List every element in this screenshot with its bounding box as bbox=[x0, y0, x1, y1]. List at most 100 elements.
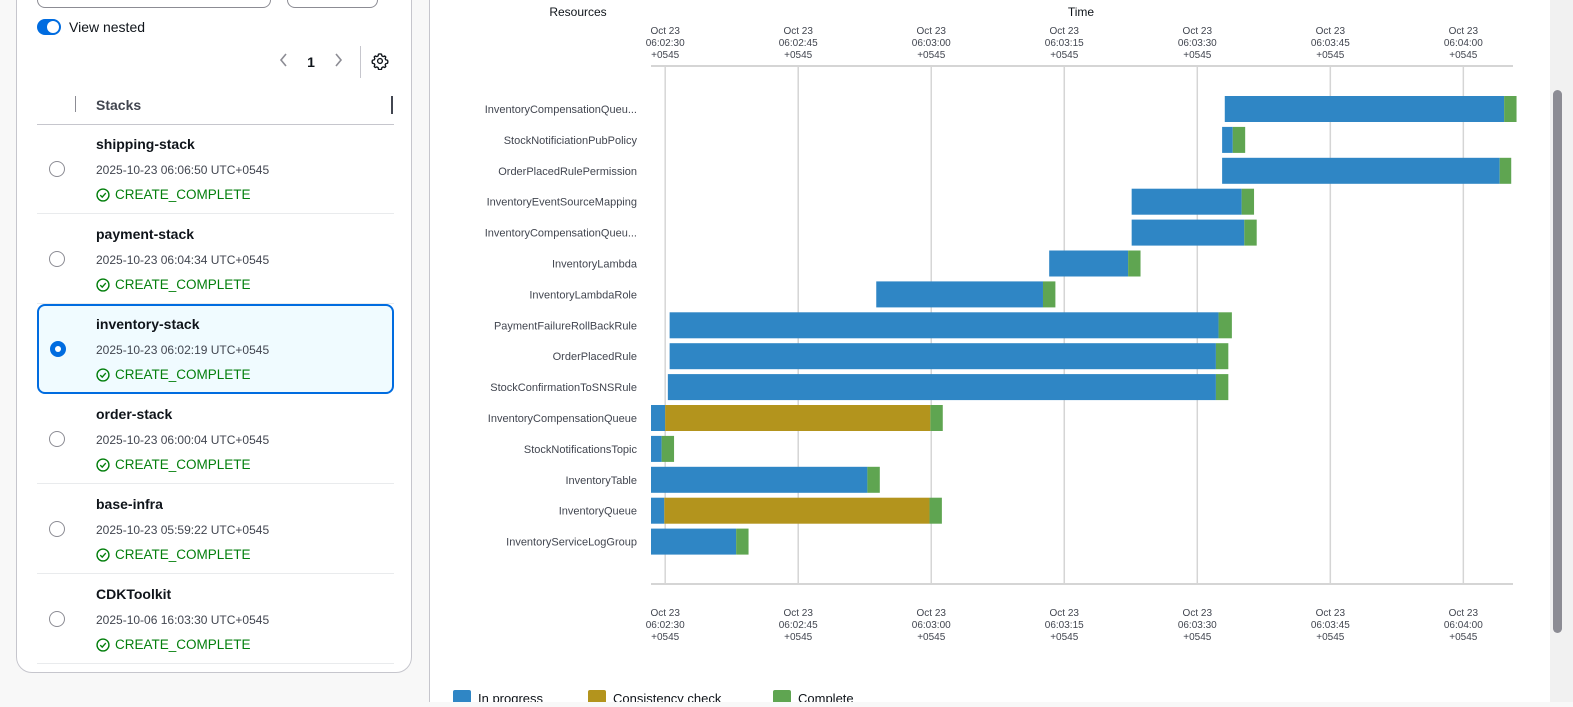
timeline-bar-in-progress[interactable] bbox=[651, 528, 737, 555]
x-tick-label-top: +0545 bbox=[1449, 50, 1478, 61]
chevron-right-icon[interactable] bbox=[326, 52, 350, 72]
x-tick-label-bottom: Oct 23 bbox=[650, 608, 680, 619]
timeline-bar-in-progress[interactable] bbox=[667, 374, 1216, 401]
stack-status-text: CREATE_COMPLETE bbox=[115, 457, 251, 472]
timeline-bar-in-progress[interactable] bbox=[876, 281, 1043, 308]
legend-label: Consistency check bbox=[613, 691, 722, 702]
stack-name[interactable]: payment-stack bbox=[96, 226, 195, 242]
check-circle-icon bbox=[96, 457, 110, 472]
x-tick-label-top: 06:02:45 bbox=[779, 38, 818, 49]
timeline-bar-consistency-check[interactable] bbox=[665, 405, 931, 431]
x-tick-label-bottom: +0545 bbox=[784, 632, 813, 643]
stack-radio[interactable] bbox=[49, 251, 65, 267]
x-tick-label-top: 06:03:15 bbox=[1045, 38, 1084, 49]
status-badge: CREATE_COMPLETE bbox=[96, 187, 251, 202]
timeline-bar-complete[interactable] bbox=[1241, 188, 1255, 215]
timeline-bar-complete[interactable] bbox=[930, 405, 943, 431]
stack-name[interactable]: base-infra bbox=[96, 496, 163, 512]
status-badge: CREATE_COMPLETE bbox=[96, 367, 251, 382]
timeline-bar-complete[interactable] bbox=[1504, 96, 1517, 122]
x-tick-label-bottom: Oct 23 bbox=[1316, 608, 1346, 619]
stack-radio[interactable] bbox=[49, 521, 65, 537]
stack-row-inventory-stack[interactable]: inventory-stack 2025-10-23 06:02:19 UTC+0… bbox=[37, 304, 394, 394]
split-divider[interactable] bbox=[429, 0, 430, 702]
stack-name[interactable]: CDKToolkit bbox=[96, 586, 172, 602]
stack-radio[interactable] bbox=[49, 161, 65, 177]
stack-radio[interactable] bbox=[50, 341, 66, 357]
timeline-bar-in-progress[interactable] bbox=[1224, 96, 1505, 122]
resource-label: InventoryCompensationQueu... bbox=[485, 104, 637, 116]
x-tick-label-bottom: +0545 bbox=[1183, 632, 1212, 643]
check-circle-icon bbox=[96, 187, 110, 202]
stack-row-CDKToolkit[interactable]: CDKToolkit 2025-10-06 16:03:30 UTC+0545 CR… bbox=[37, 574, 394, 664]
stacks-column-header: Stacks bbox=[37, 92, 394, 125]
timeline-bar-complete[interactable] bbox=[1215, 343, 1229, 370]
timeline-bar-complete[interactable] bbox=[1232, 126, 1246, 153]
page-number[interactable]: 1 bbox=[307, 54, 315, 70]
stack-name[interactable]: order-stack bbox=[96, 406, 173, 422]
chevron-left-icon[interactable] bbox=[272, 52, 296, 72]
stack-created-time: 2025-10-23 06:06:50 UTC+0545 bbox=[96, 163, 270, 177]
stack-row-payment-stack[interactable]: payment-stack 2025-10-23 06:04:34 UTC+054… bbox=[37, 214, 394, 304]
timeline-bar-in-progress[interactable] bbox=[651, 466, 868, 493]
x-tick-label-top: +0545 bbox=[1316, 50, 1345, 61]
timeline-bar-in-progress[interactable] bbox=[1131, 188, 1242, 215]
timeline-bar-in-progress[interactable] bbox=[651, 435, 662, 462]
timeline-bar-in-progress[interactable] bbox=[651, 405, 666, 431]
timeline-bar-complete[interactable] bbox=[1218, 312, 1232, 339]
timeline-bar-complete[interactable] bbox=[1042, 281, 1056, 308]
timeline-bar-in-progress[interactable] bbox=[651, 497, 665, 524]
stack-radio[interactable] bbox=[49, 431, 65, 447]
scrollbar-thumb[interactable] bbox=[1553, 90, 1562, 633]
timeline-bar-complete[interactable] bbox=[1244, 219, 1257, 246]
legend-label: In progress bbox=[478, 691, 544, 702]
stack-created-time: 2025-10-06 16:03:30 UTC+0545 bbox=[96, 613, 270, 627]
x-tick-label-top: +0545 bbox=[651, 50, 680, 61]
timeline-bar-in-progress[interactable] bbox=[669, 312, 1219, 339]
pagination: 1 bbox=[272, 46, 391, 78]
timeline-bar-in-progress[interactable] bbox=[669, 343, 1216, 370]
x-tick-label-bottom: +0545 bbox=[651, 632, 680, 643]
timeline-bar-in-progress[interactable] bbox=[1222, 157, 1500, 184]
timeline-bar-in-progress[interactable] bbox=[1049, 250, 1129, 277]
timeline-bar-complete[interactable] bbox=[1499, 157, 1512, 184]
resource-label: InventoryLambda bbox=[552, 259, 638, 271]
timeline-bar-complete[interactable] bbox=[1128, 250, 1141, 277]
timeline-bar-in-progress[interactable] bbox=[1131, 219, 1245, 246]
timeline-bar-complete[interactable] bbox=[867, 466, 880, 493]
x-tick-label-bottom: Oct 23 bbox=[1050, 608, 1080, 619]
x-tick-label-top: +0545 bbox=[784, 50, 813, 61]
gear-icon[interactable] bbox=[371, 52, 391, 72]
resource-label: InventoryQueue bbox=[559, 506, 637, 518]
stack-row-order-stack[interactable]: order-stack 2025-10-23 06:00:04 UTC+0545 C… bbox=[37, 394, 394, 484]
timeline-chart-area: Resources Time Oct 23 06:02:30 +0545 Oct 23 06… bbox=[430, 0, 1550, 707]
x-tick-label-top: +0545 bbox=[917, 50, 946, 61]
stack-name[interactable]: shipping-stack bbox=[96, 136, 195, 152]
stack-created-time: 2025-10-23 06:00:04 UTC+0545 bbox=[96, 433, 270, 447]
column-resize-handle[interactable] bbox=[391, 96, 393, 114]
stack-radio[interactable] bbox=[49, 611, 65, 627]
stack-status-text: CREATE_COMPLETE bbox=[115, 187, 251, 202]
x-tick-label-bottom: Oct 23 bbox=[917, 608, 947, 619]
timeline-bar-complete[interactable] bbox=[736, 528, 749, 555]
stack-search-input[interactable] bbox=[37, 0, 271, 8]
stack-row-base-infra[interactable]: base-infra 2025-10-23 05:59:22 UTC+0545 CR… bbox=[37, 484, 394, 574]
timeline-bar-complete[interactable] bbox=[929, 497, 942, 524]
stack-name[interactable]: inventory-stack bbox=[96, 316, 200, 332]
stacks-column-title[interactable]: Stacks bbox=[96, 97, 142, 113]
column-divider bbox=[75, 96, 76, 112]
x-tick-label-bottom: 06:02:45 bbox=[779, 620, 818, 631]
view-nested-toggle-row[interactable]: View nested bbox=[37, 19, 145, 35]
x-tick-label-top: Oct 23 bbox=[783, 26, 813, 37]
x-tick-label-top: 06:02:30 bbox=[646, 38, 685, 49]
timeline-bar-complete[interactable] bbox=[1215, 374, 1229, 401]
timeline-bar-consistency-check[interactable] bbox=[664, 497, 930, 524]
pager-divider bbox=[360, 46, 361, 78]
x-tick-label-top: Oct 23 bbox=[1316, 26, 1346, 37]
time-column-header: Time bbox=[1068, 5, 1095, 19]
status-filter-select[interactable] bbox=[287, 0, 378, 8]
stack-row-shipping-stack[interactable]: shipping-stack 2025-10-23 06:06:50 UTC+05… bbox=[37, 124, 394, 214]
timeline-bar-complete[interactable] bbox=[661, 435, 675, 462]
toggle-switch-icon[interactable] bbox=[37, 19, 61, 35]
timeline-bar-in-progress[interactable] bbox=[1222, 126, 1233, 153]
